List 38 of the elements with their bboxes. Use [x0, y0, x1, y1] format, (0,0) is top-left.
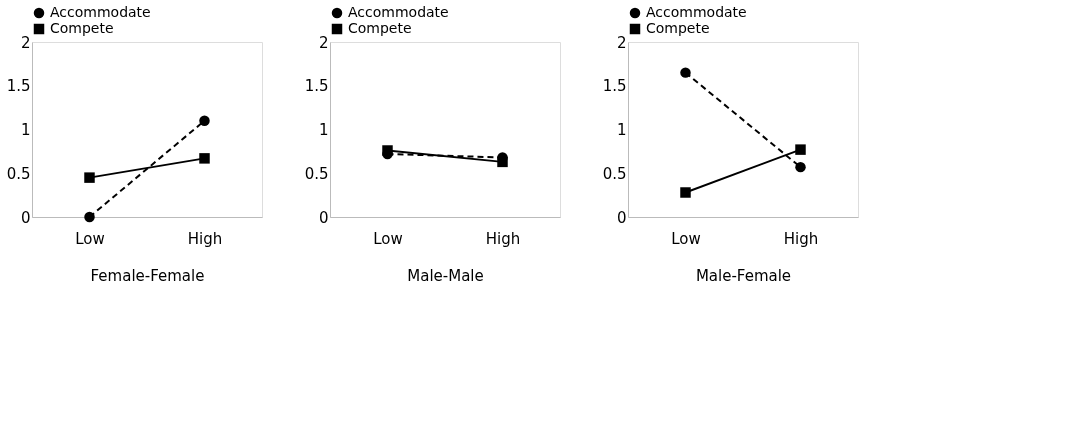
y-tick-label: 0.5	[6, 164, 31, 183]
x-tick-label: High	[783, 229, 819, 248]
legend-label: Accommodate	[646, 4, 747, 20]
point	[795, 161, 806, 173]
point	[795, 144, 806, 155]
y-tick-label: 0.5	[304, 164, 329, 183]
y-tick-label: 2	[318, 33, 329, 52]
point	[199, 153, 210, 164]
y-tick-label: 1	[616, 121, 627, 139]
x-axis-title: Male-Female	[695, 266, 792, 285]
y-tick-label: 0	[20, 208, 31, 227]
point	[680, 187, 691, 198]
x-axis-title: Female-Female	[90, 266, 205, 285]
y-tick-label: 0.5	[602, 164, 627, 183]
y-tick-label: 2	[20, 33, 31, 52]
point	[680, 67, 691, 78]
y-tick-label: 2	[616, 33, 627, 52]
point	[199, 115, 210, 126]
x-axis-title: Male-Male	[407, 266, 484, 285]
x-tick-label: Low	[671, 229, 701, 248]
x-tick-label: Low	[75, 229, 105, 248]
y-tick-label: 1.5	[304, 77, 329, 96]
y-tick-label: 0	[318, 208, 329, 227]
x-tick-label: High	[485, 229, 521, 248]
legend-label: Compete	[50, 20, 114, 36]
legend-label: Accommodate	[50, 4, 151, 20]
legend-label: Compete	[348, 20, 412, 36]
y-tick-label: 0	[616, 208, 627, 227]
y-tick-label: 1	[20, 121, 31, 139]
x-tick-label: High	[187, 229, 223, 248]
point	[84, 172, 95, 183]
legend-label: Accommodate	[348, 4, 449, 20]
point	[84, 211, 95, 223]
y-tick-label: 1.5	[602, 77, 627, 96]
y-tick-label: 1	[318, 121, 329, 139]
legend-label: Compete	[646, 20, 710, 36]
y-tick-label: 1.5	[6, 77, 31, 96]
x-tick-label: Low	[373, 229, 403, 248]
